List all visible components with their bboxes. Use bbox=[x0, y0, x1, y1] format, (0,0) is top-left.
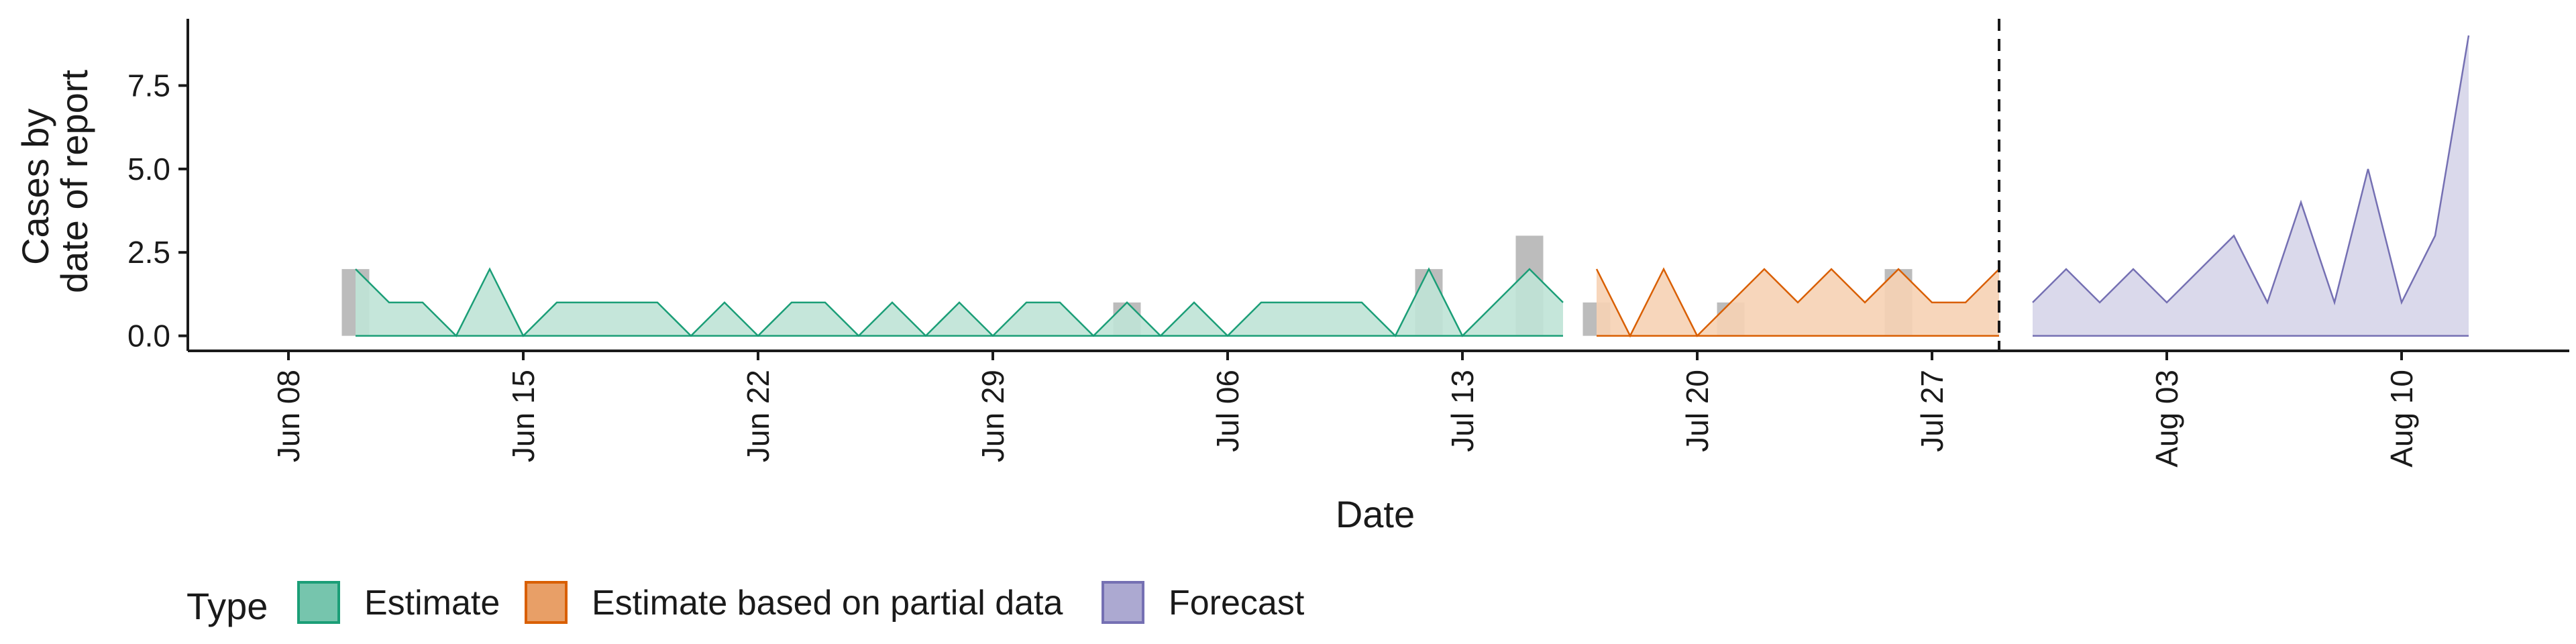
y-tick-label: 0.0 bbox=[127, 319, 170, 354]
series-line bbox=[355, 267, 1564, 337]
y-tick-label: 2.5 bbox=[127, 235, 170, 270]
x-tick-label: Jul 06 bbox=[1210, 370, 1245, 452]
x-axis-title: Date bbox=[1336, 493, 1415, 535]
x-ticks: Jun 08 Jun 15 Jun 22 Jun 29 Jul 06 Jul 13 Jul … bbox=[271, 351, 2419, 468]
y-axis-title: Cases by date of report bbox=[14, 70, 95, 294]
axes: 0.0 2.5 5.0 7.5 Jun 08 Jun 15 Jun 22 Jun 29 Jul… bbox=[127, 19, 2569, 468]
legend-key bbox=[525, 581, 568, 624]
series-line bbox=[1595, 267, 2000, 338]
x-tick-label: Jul 27 bbox=[1915, 370, 1949, 452]
x-tick-label: Aug 03 bbox=[2149, 370, 2184, 468]
y-axis-title-line-1: Cases by bbox=[14, 109, 56, 265]
legend-label: Estimate based on partial data bbox=[592, 584, 1063, 623]
y-axis-title-line-2: date of report bbox=[53, 70, 95, 294]
legend: Type Estimate Estimate based on partial d… bbox=[186, 581, 1305, 627]
series-area bbox=[2033, 35, 2469, 336]
x-tick-label: Jul 20 bbox=[1680, 370, 1715, 452]
x-tick-label: Jul 13 bbox=[1445, 370, 1480, 452]
y-ticks: 0.0 2.5 5.0 7.5 bbox=[127, 68, 188, 354]
x-tick-label: Jun 29 bbox=[975, 370, 1010, 462]
legend-label: Estimate bbox=[364, 584, 500, 623]
legend-items: Estimate Estimate based on partial data Fo… bbox=[297, 581, 1305, 624]
legend-key bbox=[1102, 581, 1144, 624]
x-tick-label: Jun 22 bbox=[741, 370, 775, 462]
legend-title: Type bbox=[186, 585, 268, 627]
x-tick-label: Jun 08 bbox=[271, 370, 306, 462]
y-tick-label: 5.0 bbox=[127, 152, 170, 186]
series-line bbox=[2032, 35, 2470, 306]
x-tick-label: Aug 10 bbox=[2384, 370, 2419, 468]
x-tick-label: Jun 15 bbox=[506, 370, 541, 462]
y-tick-label: 7.5 bbox=[127, 68, 170, 103]
legend-label: Forecast bbox=[1169, 584, 1305, 623]
legend-key bbox=[297, 581, 340, 624]
series-areas bbox=[355, 35, 2470, 338]
